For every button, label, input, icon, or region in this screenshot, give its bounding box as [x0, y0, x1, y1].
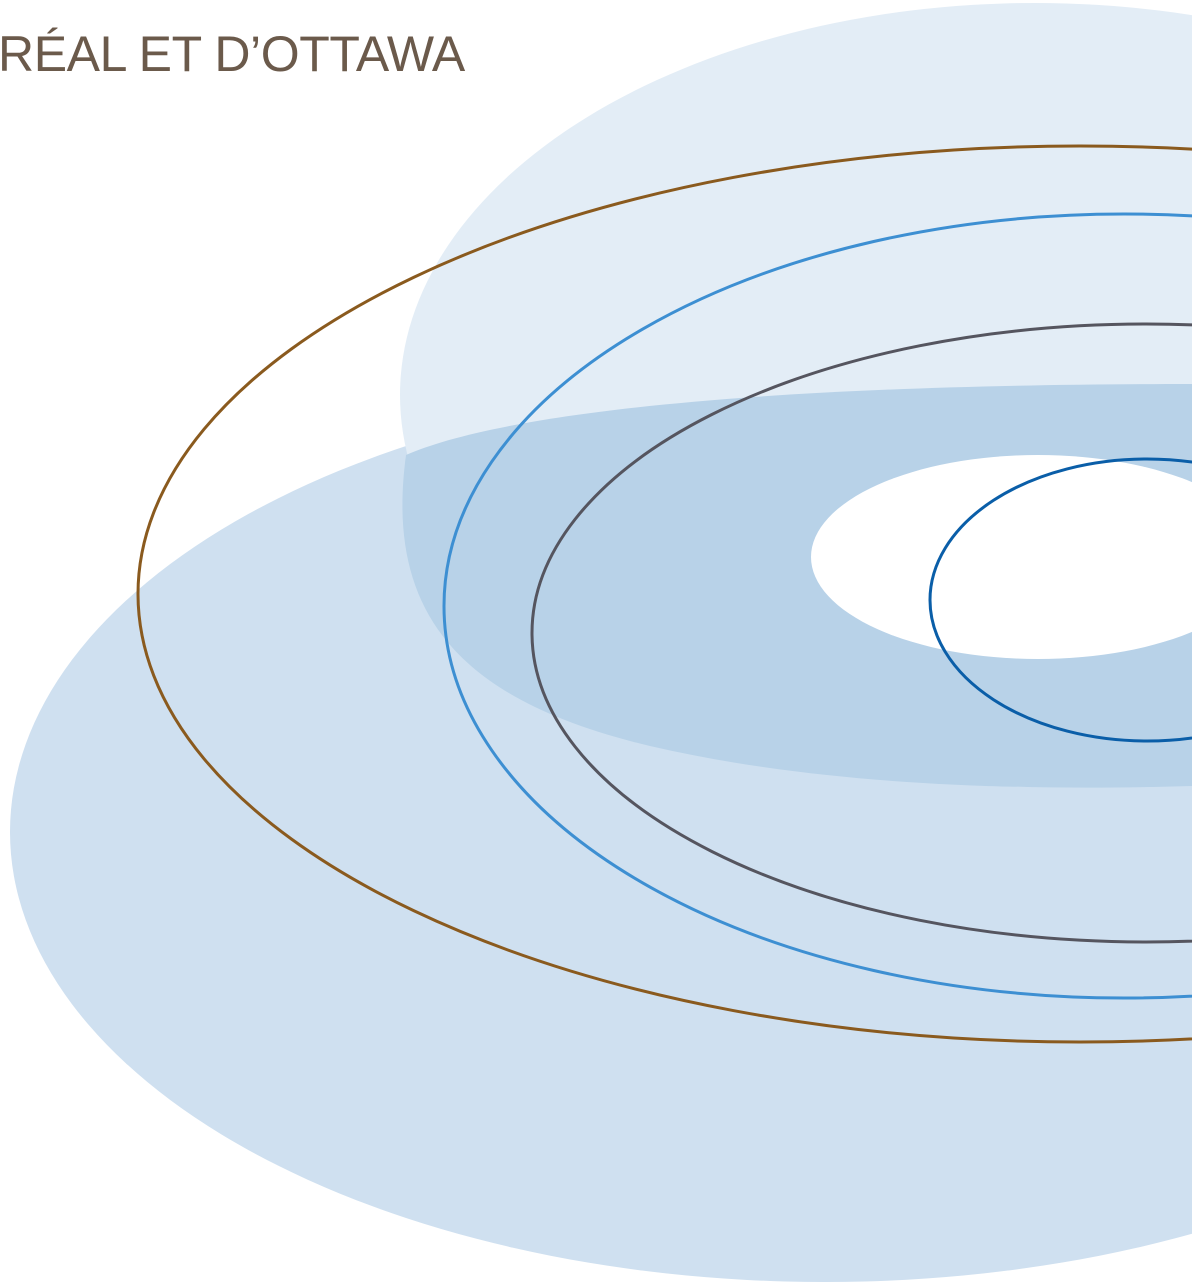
brown-outline-ring	[136, 144, 1192, 1044]
dark-blue-inner-ring	[928, 457, 1192, 743]
blue-outline-ring	[442, 212, 1192, 1000]
heading-text: RÉAL ET D’OTTAWA	[0, 26, 465, 82]
white-center-cutout	[811, 455, 1192, 659]
gray-outline-ring	[530, 322, 1192, 944]
